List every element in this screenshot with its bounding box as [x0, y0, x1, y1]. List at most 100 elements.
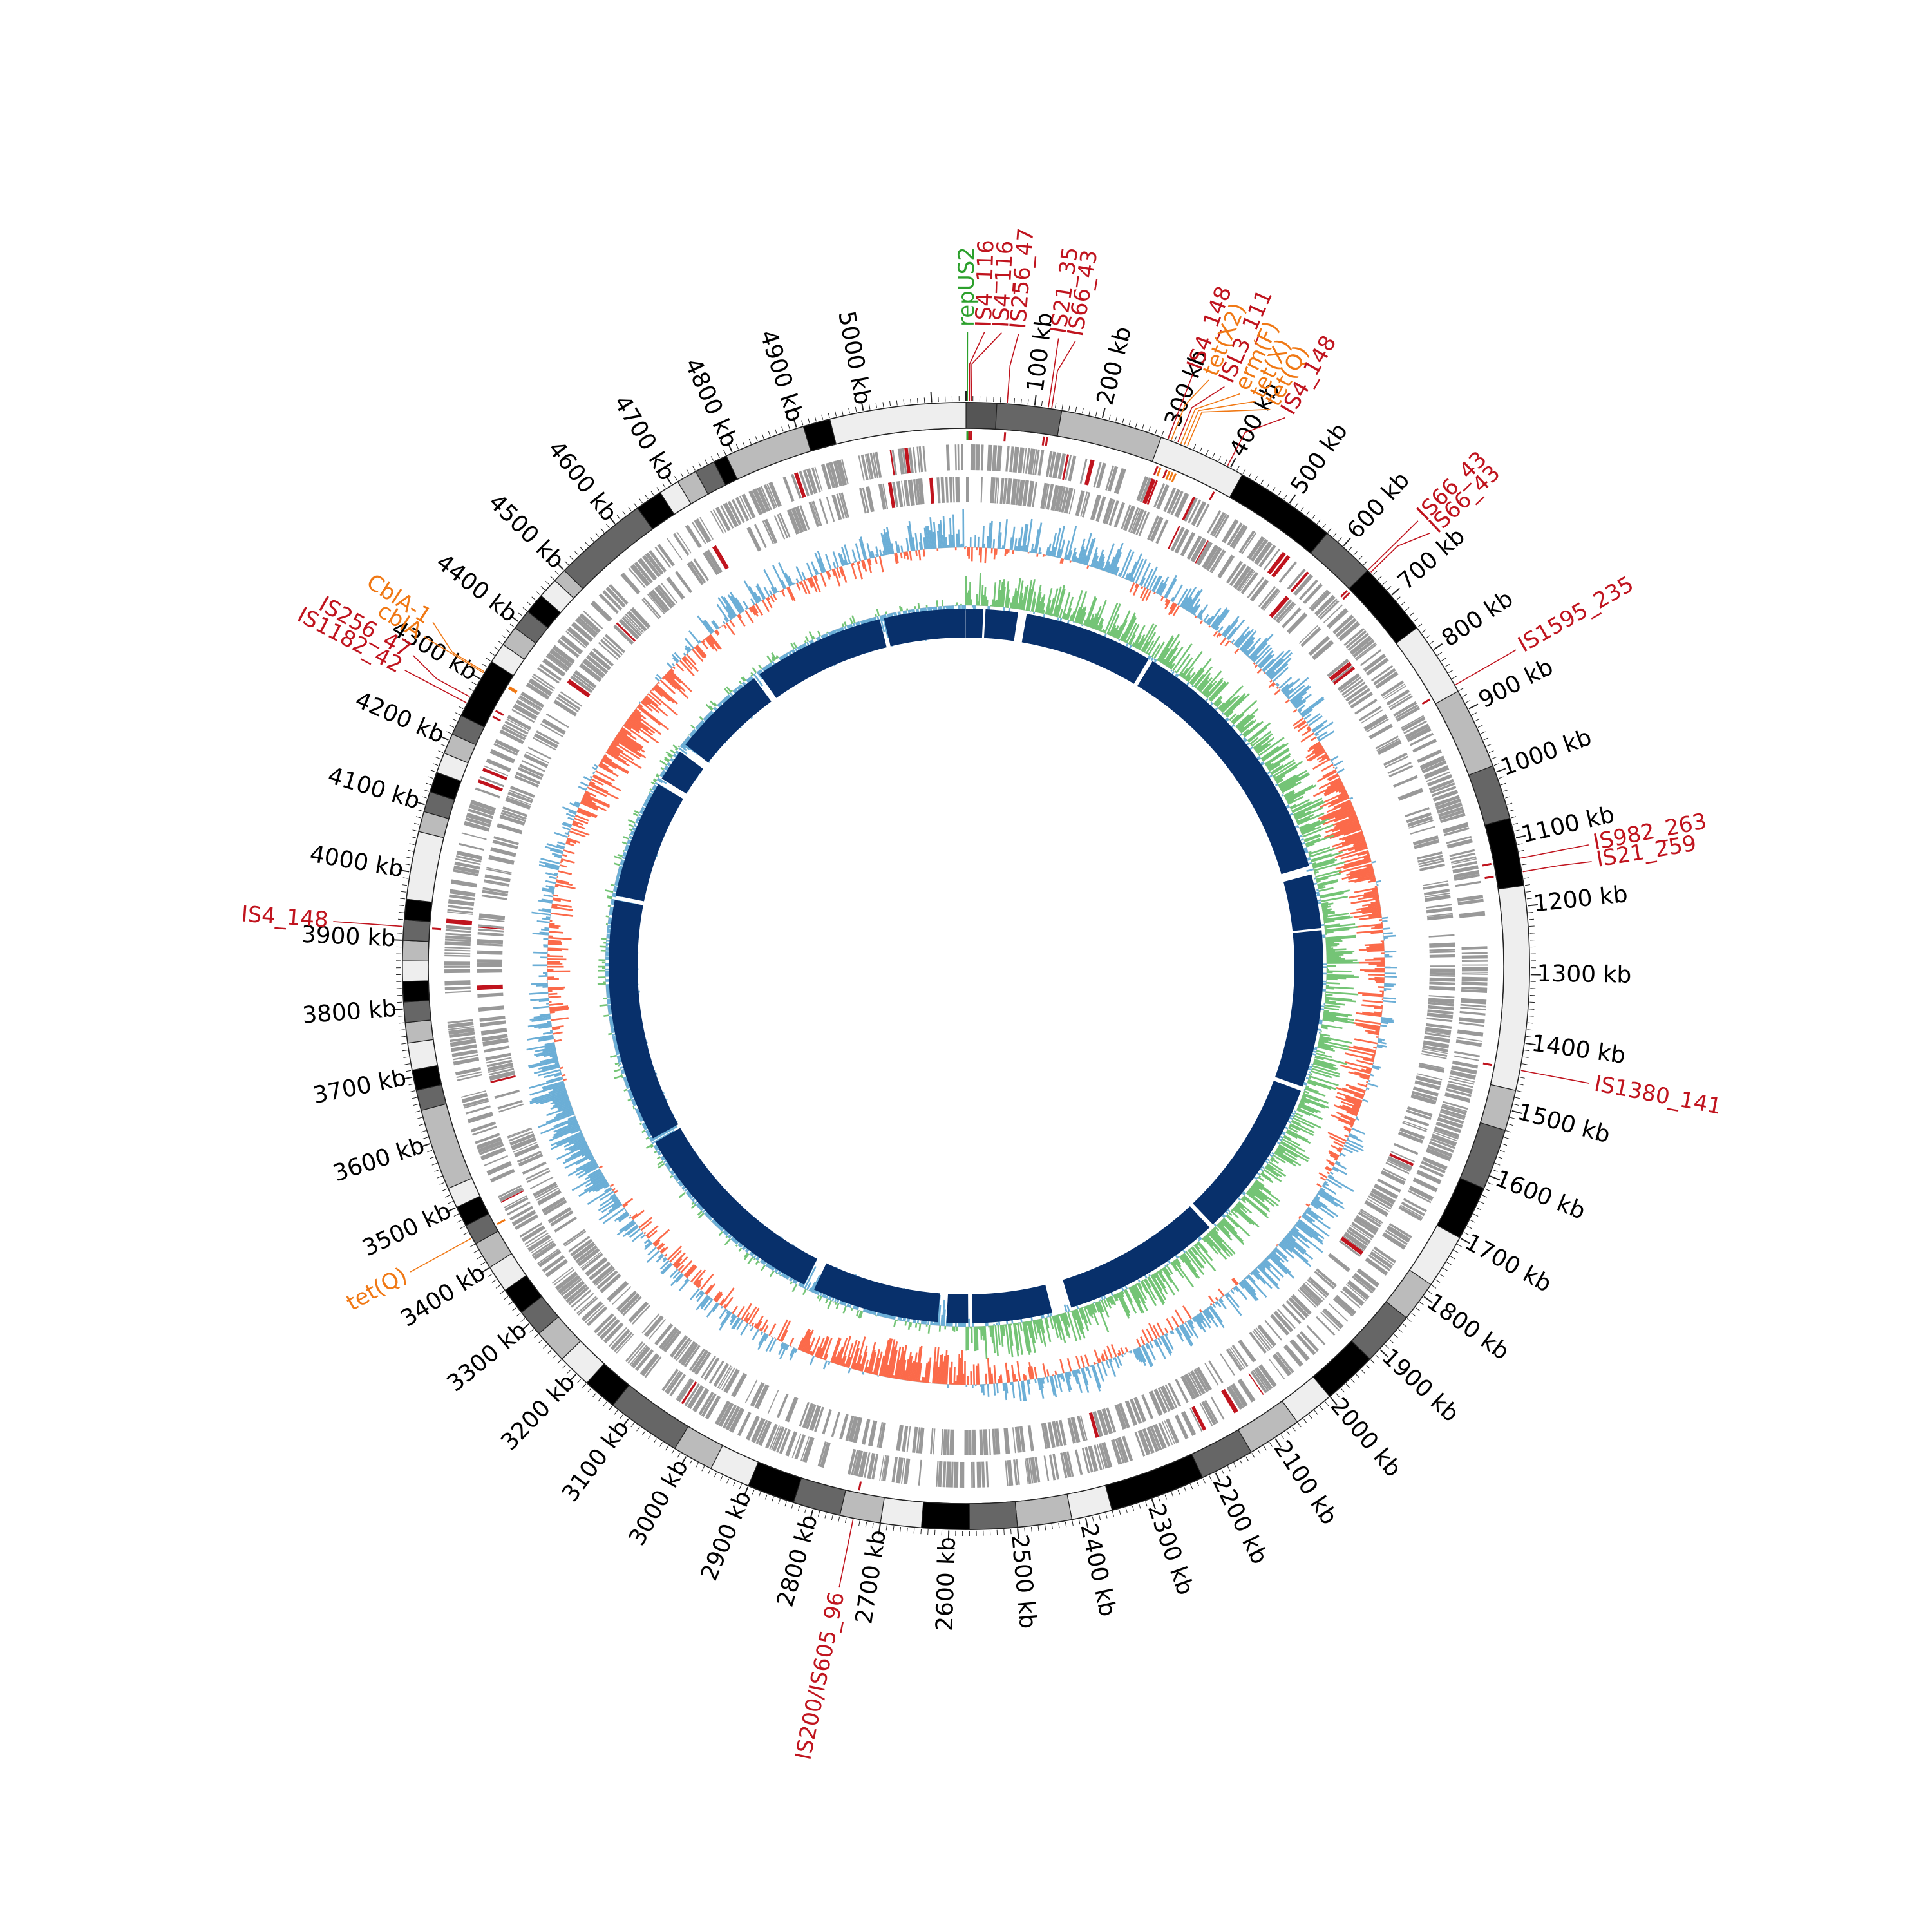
gc-skew-bar	[1239, 719, 1255, 733]
cds-feature	[460, 1090, 487, 1098]
cds-feature	[1068, 455, 1077, 482]
gc-content-bar	[1265, 1257, 1269, 1260]
cds-feature	[864, 1452, 871, 1478]
gc-content-bar	[623, 723, 632, 730]
cds-feature	[642, 554, 661, 578]
kb-tick	[402, 884, 408, 886]
gc-content-bar	[993, 1383, 996, 1396]
cds-feature	[1340, 1236, 1364, 1255]
gc-skew-bar	[985, 596, 987, 606]
cds-feature	[466, 812, 493, 824]
cds-feature	[918, 446, 923, 473]
gc-content-bar	[527, 1022, 552, 1028]
gc-skew-bar	[1094, 600, 1107, 630]
kb-tick	[1327, 528, 1332, 533]
gc-content-bar	[1324, 785, 1345, 797]
contig-segment	[421, 1103, 473, 1189]
kb-tick	[1473, 1213, 1479, 1217]
kb-tick	[1477, 724, 1483, 728]
gc-skew-bar	[1047, 608, 1051, 616]
gc-skew-bar	[1304, 835, 1321, 843]
cds-feature	[533, 737, 556, 751]
gc-content-bar	[1200, 618, 1203, 621]
cds-feature	[1388, 1223, 1412, 1238]
cds-feature	[826, 462, 836, 489]
gc-skew-bar	[943, 1309, 946, 1327]
kb-scale-label: 2700 kb	[851, 1528, 891, 1625]
gc-content-bar	[1318, 730, 1335, 742]
cds-feature	[1347, 1226, 1371, 1244]
gc-content-bar	[883, 529, 890, 555]
gc-content-bar	[554, 1073, 562, 1077]
gc-content-bar	[588, 1180, 608, 1193]
gc-content-bar	[1110, 542, 1124, 574]
gc-skew-bar	[1243, 1195, 1267, 1216]
gc-skew-bar	[1264, 1166, 1279, 1177]
cds-feature	[1118, 1403, 1130, 1428]
cds-feature	[1332, 1298, 1354, 1317]
gc-content-bar	[538, 1025, 552, 1029]
gc-content-bar	[1287, 685, 1305, 700]
gc-content-bar	[703, 1298, 714, 1311]
cds-feature	[622, 1296, 642, 1316]
gc-content-bar	[1372, 889, 1378, 892]
cds-feature	[1121, 504, 1132, 530]
cds-feature	[513, 703, 538, 721]
kb-tick	[1515, 1097, 1520, 1099]
gc-content-bar	[1041, 1377, 1045, 1384]
kb-tick	[1280, 1434, 1285, 1439]
cds-feature	[449, 1031, 475, 1039]
gc-content-bar	[642, 699, 659, 714]
cds-feature	[1146, 480, 1158, 505]
gc-content-bar	[1110, 1358, 1113, 1363]
gc-skew-bar	[850, 1308, 853, 1311]
gc-content-bar	[552, 1095, 569, 1103]
gc-content-bar	[529, 1083, 565, 1096]
gc-content-bar	[647, 1240, 651, 1244]
gc-content-bar	[544, 1042, 555, 1046]
gc-skew-bar	[1302, 1083, 1307, 1086]
gc-content-bar	[647, 1247, 657, 1256]
gc-content-bar	[1121, 1354, 1124, 1358]
gc-content-bar	[730, 1315, 737, 1326]
kb-tick	[639, 498, 643, 504]
gc-content-bar	[1334, 847, 1368, 858]
kb-tick	[439, 735, 449, 741]
gc-content-bar	[1010, 526, 1016, 551]
gc-content-bar	[1208, 1306, 1225, 1329]
kb-tick	[480, 1262, 486, 1265]
cds-feature	[727, 500, 742, 526]
gc-content-bar	[1346, 1139, 1364, 1148]
gc-skew-bar	[1208, 1231, 1227, 1251]
gc-content-bar	[789, 1348, 797, 1361]
gc-content-bar	[1267, 1255, 1288, 1274]
cds-feature	[845, 1415, 855, 1441]
gc-content-bar	[1097, 553, 1104, 569]
gc-content-bar	[1294, 1224, 1313, 1238]
gc-skew-bar	[1175, 653, 1191, 674]
gc-content-bar	[1372, 1066, 1379, 1070]
kb-tick	[405, 864, 411, 866]
kb-tick	[1518, 1083, 1524, 1086]
gc-skew-bar	[652, 779, 657, 783]
gc-content-bar	[1138, 1347, 1147, 1363]
gc-content-bar	[766, 597, 773, 609]
gc-skew-bar	[1231, 1209, 1233, 1211]
cds-feature	[1334, 1294, 1357, 1316]
kb-tick	[1199, 447, 1202, 452]
gc-content-bar	[1323, 811, 1356, 826]
gc-content-bar	[643, 1238, 650, 1244]
cds-feature	[689, 1348, 706, 1371]
cds-feature	[946, 1429, 950, 1455]
kb-tick	[1255, 476, 1258, 481]
kb-tick	[406, 857, 412, 859]
gc-content-bar	[1155, 580, 1164, 594]
cds-feature	[604, 634, 626, 654]
gc-content-bar	[669, 669, 692, 692]
gc-content-bar	[1242, 641, 1255, 654]
gc-content-bar	[772, 565, 786, 589]
gc-content-bar	[599, 1191, 614, 1201]
gc-content-bar	[556, 1122, 579, 1133]
gc-content-bar	[1043, 1377, 1046, 1380]
gc-skew-bar	[1301, 826, 1316, 834]
